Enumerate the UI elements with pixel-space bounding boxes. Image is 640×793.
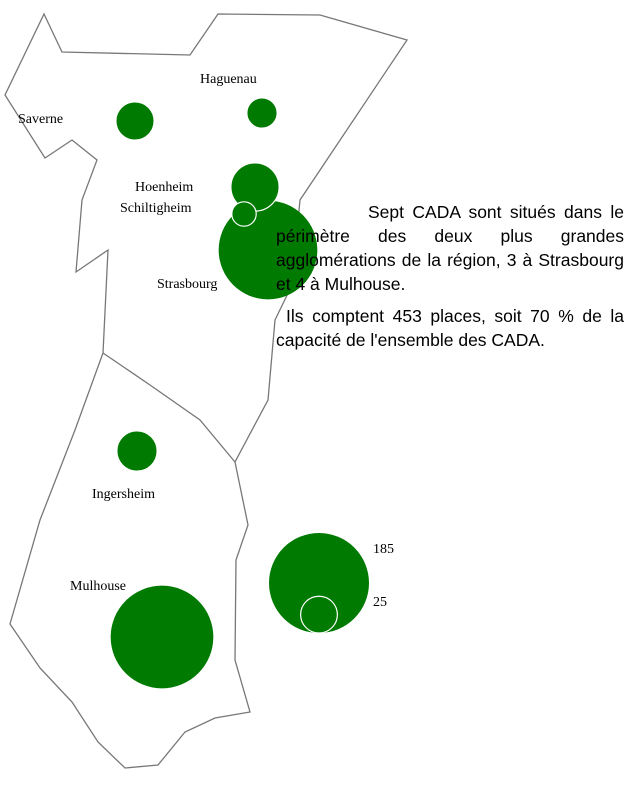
place-label: Ingersheim	[92, 487, 155, 502]
paragraph: Sept CADA sont situés dans le périmètre …	[276, 202, 624, 294]
region-outline	[4, 12, 409, 769]
place-label: Hoenheim	[135, 180, 193, 195]
place-circle	[116, 430, 158, 472]
legend-circle	[269, 533, 369, 633]
legend-circle	[300, 595, 338, 634]
place-label: Haguenau	[200, 72, 257, 87]
place-circle	[110, 585, 214, 689]
place-circle	[231, 201, 257, 227]
place-label: Saverne	[18, 112, 63, 127]
place-label: Schiltigheim	[120, 201, 192, 216]
legend-label: 185	[373, 542, 394, 557]
department-border	[102, 352, 236, 463]
place-circle	[115, 101, 155, 141]
description: Sept CADA sont situés dans le périmètre …	[276, 200, 624, 360]
legend-label: 25	[373, 595, 387, 610]
place-label: Mulhouse	[70, 579, 126, 594]
paragraph: Ils comptent 453 places, soit 70 % de la…	[276, 306, 624, 350]
place-circle	[246, 97, 278, 129]
place-label: Strasbourg	[157, 277, 217, 292]
